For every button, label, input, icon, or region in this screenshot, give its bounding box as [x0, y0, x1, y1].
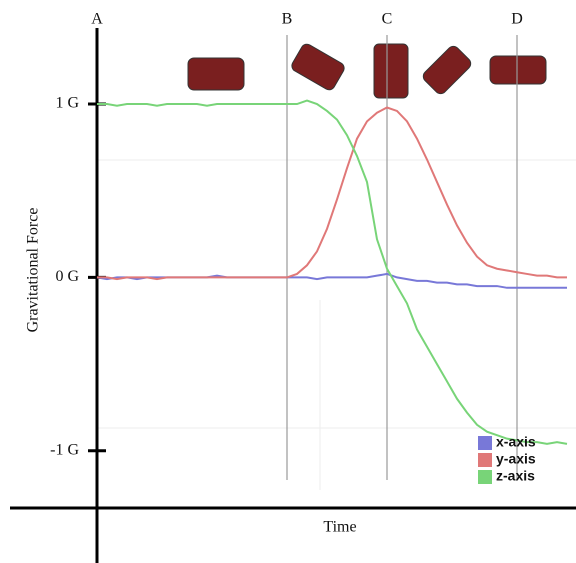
category-label: B — [282, 11, 293, 28]
y-tick-label: -1 G — [50, 441, 79, 458]
y-tick-label: 0 G — [55, 268, 79, 285]
legend-label: y-axis — [496, 451, 536, 467]
category-label: D — [511, 11, 523, 28]
legend-swatch — [478, 453, 492, 467]
y-axis-label: Gravitational Force — [25, 208, 42, 333]
car-icons — [187, 43, 547, 99]
series-line — [97, 106, 567, 281]
legend-swatch — [478, 436, 492, 450]
series-line — [96, 272, 567, 289]
series-line — [97, 99, 568, 445]
category-label: C — [382, 11, 393, 28]
y-tick-label: 1 G — [55, 95, 79, 112]
legend-label: z-axis — [496, 468, 535, 484]
legend-label: x-axis — [496, 434, 536, 450]
x-axis-label: Time — [323, 519, 356, 536]
legend-swatch — [478, 470, 492, 484]
category-label: A — [91, 11, 103, 28]
